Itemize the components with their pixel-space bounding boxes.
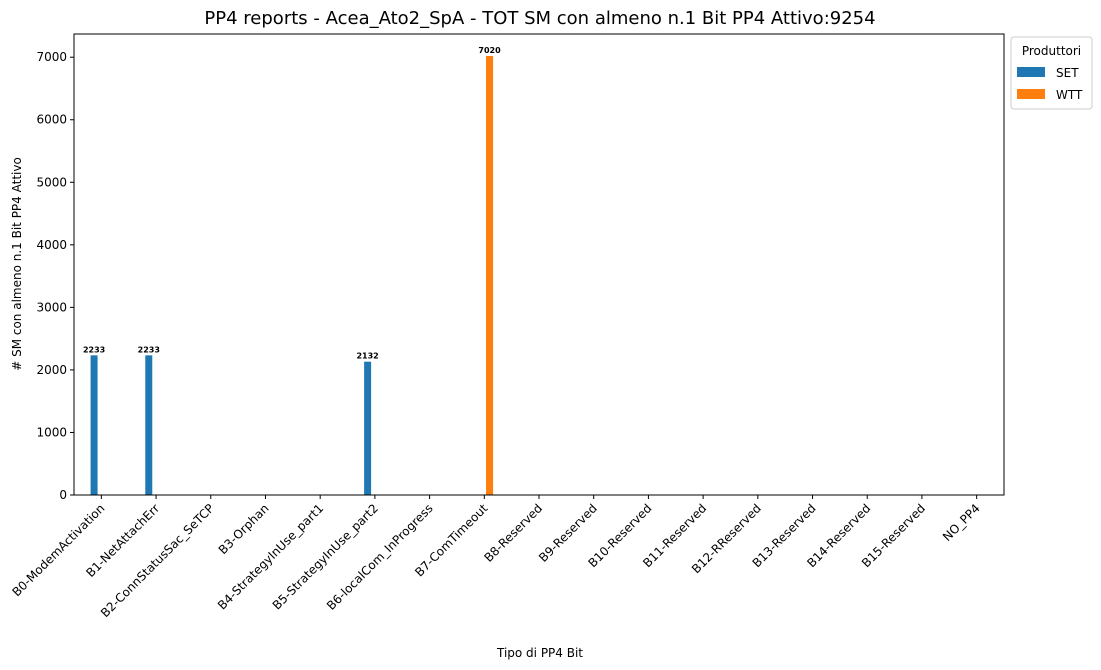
plot-area: 2233 2233 2132 7020 0 1000 2000 3000 4000 5000 600… <box>9 33 1005 620</box>
axes-frame <box>73 33 1005 496</box>
bar <box>90 355 98 495</box>
legend-title: Produttori <box>1022 44 1081 58</box>
legend-entry-label: WTT <box>1056 88 1083 102</box>
x-axis-label: Tipo di PP4 Bit <box>496 646 583 660</box>
y-tick-label: 1000 <box>36 425 67 439</box>
bar <box>486 55 494 495</box>
y-tick-label: 2000 <box>36 363 67 377</box>
x-tick-label: B4-StrategyInUse_part1 <box>215 501 326 612</box>
y-tick-label: 6000 <box>36 113 67 127</box>
legend-entry-label: SET <box>1056 66 1079 80</box>
bar-value-label: 2132 <box>356 352 378 361</box>
legend-swatch <box>1017 67 1045 77</box>
bar-value-label: 2233 <box>83 345 105 354</box>
legend: Produttori SET WTT <box>1010 36 1093 110</box>
y-tick-label: 4000 <box>36 238 67 252</box>
y-tick-label: 3000 <box>36 300 67 314</box>
x-tick-label: B6-localCom_InProgress <box>324 501 436 613</box>
bar <box>145 355 153 495</box>
legend-swatch <box>1017 89 1045 99</box>
bar-value-label: 7020 <box>478 46 501 55</box>
y-tick-label: 7000 <box>36 50 67 64</box>
x-tick-label: NO_PP4 <box>940 501 983 544</box>
x-tick-label: B2-ConnStatusSac_SeTCP <box>98 501 217 620</box>
x-tick-label: B5-StrategyInUse_part2 <box>270 501 381 612</box>
chart-title: PP4 reports - Acea_Ato2_SpA - TOT SM con… <box>204 8 875 29</box>
x-tick-label: B3-Orphan <box>216 501 272 557</box>
y-tick-label: 0 <box>59 488 67 502</box>
bar-value-label: 2233 <box>138 345 160 354</box>
y-tick-label: 5000 <box>36 175 67 189</box>
x-tick-label: B0-ModemActivation <box>9 501 107 599</box>
y-axis-label: # SM con almeno n.1 Bit PP4 Attivo <box>10 157 24 371</box>
bar <box>364 361 372 495</box>
